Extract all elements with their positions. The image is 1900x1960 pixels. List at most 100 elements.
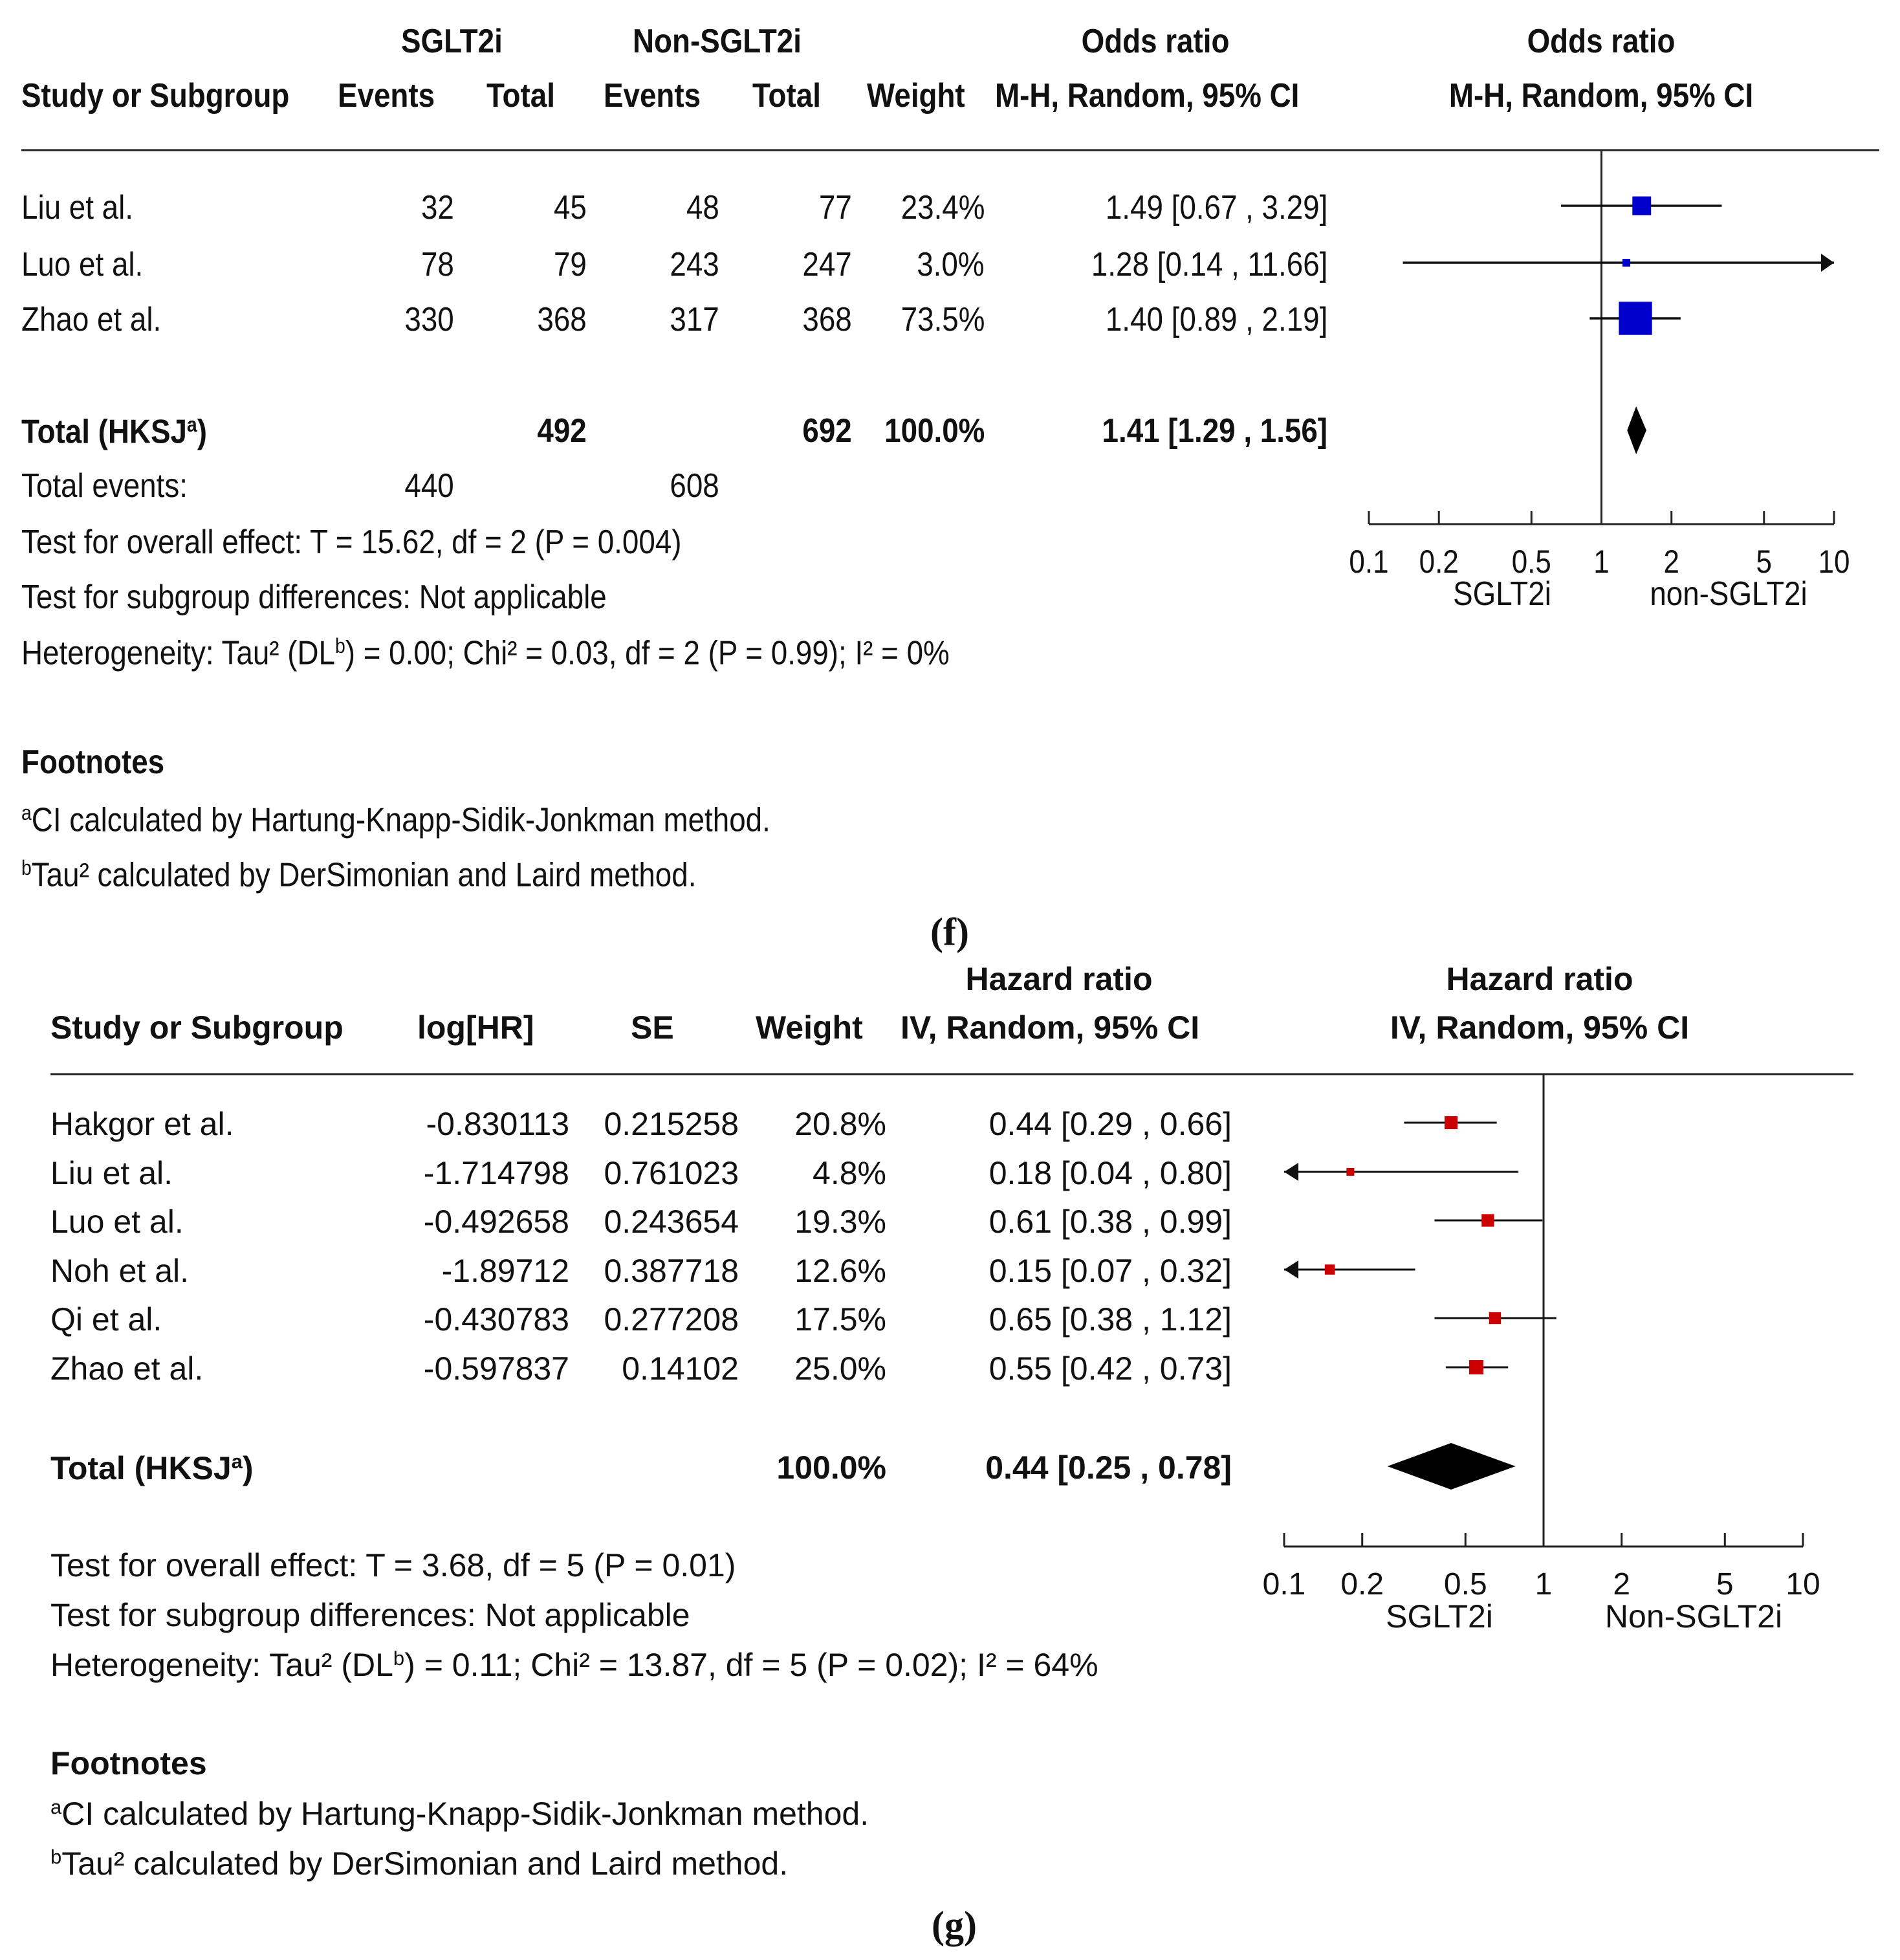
- se: 0.761023: [604, 1155, 739, 1191]
- study-marker: [1632, 196, 1652, 215]
- loghr: -0.830113: [426, 1106, 569, 1142]
- x-tick-label: 10: [1818, 543, 1850, 579]
- effect-ci: 0.44 [0.29 , 0.66]: [988, 1106, 1232, 1142]
- effect-title: Odds ratio: [1081, 23, 1230, 60]
- total-label: Total (HKSJa): [50, 1450, 254, 1487]
- weight: 17.5%: [794, 1301, 886, 1338]
- events2: 243: [670, 246, 719, 283]
- total-label: Total (HKSJa): [21, 413, 207, 451]
- study-header: Study or Subgroup: [21, 77, 290, 115]
- pooled-diamond: [1627, 406, 1646, 454]
- axis-label-right: Non-SGLT2i: [1604, 1598, 1783, 1635]
- total1: 79: [554, 246, 587, 283]
- total2-header: Total: [752, 77, 821, 115]
- group2-header: Non-SGLT2i: [633, 23, 802, 60]
- study-marker: [1489, 1312, 1501, 1325]
- pooled-diamond: [1387, 1443, 1516, 1490]
- weight: 73.5%: [901, 301, 985, 338]
- weight: 4.8%: [813, 1155, 886, 1191]
- axis-label-left: SGLT2i: [1453, 575, 1551, 613]
- plot-title: Odds ratio: [1527, 23, 1676, 60]
- effect-ci: 1.28 [0.14 , 11.66]: [1091, 246, 1327, 283]
- total-weight: 100.0%: [884, 412, 985, 450]
- weight: 23.4%: [901, 189, 985, 226]
- events1-header: Events: [338, 77, 435, 115]
- total1: 45: [554, 189, 587, 226]
- loghr: -0.430783: [423, 1301, 569, 1338]
- se: 0.277208: [604, 1301, 739, 1338]
- x-tick-label: 5: [1756, 543, 1772, 579]
- total-events1: 440: [404, 467, 454, 505]
- x-tick-label: 2: [1663, 543, 1679, 579]
- total-ci: 0.44 [0.25 , 0.78]: [985, 1449, 1232, 1486]
- axis-label-right: non-SGLT2i: [1650, 575, 1807, 613]
- study-marker: [1346, 1168, 1355, 1176]
- study-marker: [1481, 1214, 1494, 1227]
- subgroup-test: Test for subgroup differences: Not appli…: [50, 1597, 690, 1633]
- se: 0.215258: [604, 1106, 739, 1142]
- effect-ci: 0.18 [0.04 , 0.80]: [988, 1155, 1232, 1191]
- x-tick-label: 2: [1613, 1567, 1630, 1602]
- loghr-header: log[HR]: [417, 1009, 534, 1046]
- total2: 368: [802, 301, 852, 338]
- effect-ci: 1.40 [0.89 , 2.19]: [1105, 301, 1327, 338]
- panel-f-caption: (f): [930, 910, 969, 953]
- x-tick-label: 1: [1535, 1567, 1553, 1602]
- total2: 77: [819, 189, 852, 226]
- weight-header: Weight: [756, 1009, 863, 1046]
- axis-label-left: SGLT2i: [1386, 1598, 1493, 1635]
- effect-method: M-H, Random, 95% CI: [995, 77, 1300, 115]
- study-marker: [1324, 1264, 1335, 1275]
- ci-arrow-left: [1284, 1261, 1298, 1279]
- loghr: -0.492658: [423, 1204, 569, 1240]
- study-marker: [1619, 302, 1652, 335]
- loghr: -1.89712: [441, 1253, 569, 1289]
- heterogeneity: Heterogeneity: Tau² (DLb) = 0.00; Chi² =…: [21, 634, 950, 672]
- effect-ci: 1.49 [0.67 , 3.29]: [1105, 189, 1327, 226]
- footnotes-title: Footnotes: [21, 743, 165, 781]
- x-tick-label: 0.5: [1444, 1567, 1487, 1602]
- study-marker: [1469, 1360, 1483, 1374]
- plot-method: M-H, Random, 95% CI: [1448, 77, 1754, 115]
- weight-header: Weight: [867, 77, 965, 115]
- weight: 20.8%: [794, 1106, 886, 1142]
- footnote-a: aCI calculated by Hartung-Knapp-Sidik-Jo…: [50, 1796, 869, 1833]
- footnote-a: aCI calculated by Hartung-Knapp-Sidik-Jo…: [21, 801, 770, 839]
- study-marker: [1444, 1116, 1458, 1130]
- panel-g-caption: (g): [932, 1904, 977, 1946]
- weight: 3.0%: [917, 246, 985, 283]
- effect-ci: 0.61 [0.38 , 0.99]: [988, 1204, 1232, 1240]
- study-name: Luo et al.: [21, 246, 144, 283]
- se-header: SE: [631, 1009, 674, 1046]
- events1: 78: [421, 246, 454, 283]
- study-name: Qi et al.: [50, 1301, 162, 1338]
- effect-ci: 0.55 [0.42 , 0.73]: [988, 1350, 1232, 1387]
- heterogeneity: Heterogeneity: Tau² (DLb) = 0.11; Chi² =…: [50, 1647, 1098, 1684]
- se: 0.387718: [604, 1253, 739, 1289]
- effect-ci: 0.65 [0.38 , 1.12]: [988, 1301, 1232, 1338]
- effect-method: IV, Random, 95% CI: [901, 1009, 1200, 1046]
- total2-value: 692: [802, 412, 852, 450]
- ci-arrow-right: [1821, 254, 1834, 272]
- study-name: Zhao et al.: [50, 1350, 204, 1387]
- total2: 247: [802, 246, 852, 283]
- ci-arrow-left: [1284, 1163, 1298, 1181]
- group1-header: SGLT2i: [401, 23, 503, 60]
- study-name: Luo et al.: [50, 1204, 184, 1240]
- x-tick-label: 0.1: [1263, 1567, 1306, 1602]
- study-name: Liu et al.: [50, 1155, 173, 1191]
- total-weight: 100.0%: [776, 1449, 886, 1486]
- study-marker: [1622, 259, 1631, 267]
- total1-header: Total: [486, 77, 555, 115]
- weight: 12.6%: [794, 1253, 886, 1289]
- x-tick-label: 10: [1785, 1567, 1820, 1602]
- weight: 25.0%: [794, 1350, 886, 1387]
- total-events-label: Total events:: [21, 467, 188, 505]
- loghr: -1.714798: [423, 1155, 569, 1191]
- events2-header: Events: [604, 77, 701, 115]
- overall-effect-test: Test for overall effect: T = 3.68, df = …: [50, 1547, 736, 1583]
- weight: 19.3%: [794, 1204, 886, 1240]
- study-name: Noh et al.: [50, 1253, 190, 1289]
- x-tick-label: 5: [1716, 1567, 1734, 1602]
